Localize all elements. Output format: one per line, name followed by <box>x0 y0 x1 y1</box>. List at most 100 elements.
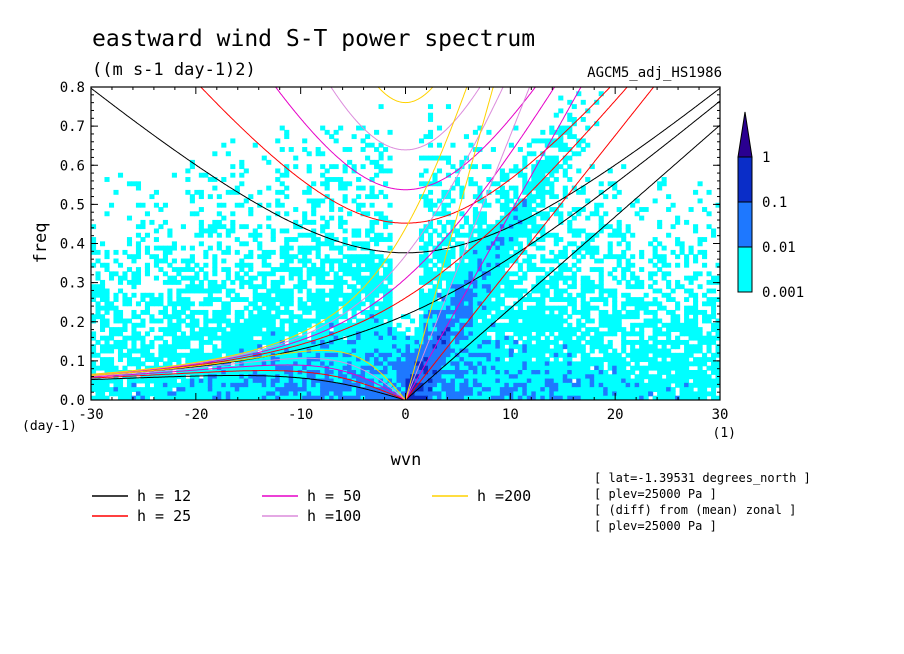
heatmap-cell <box>423 297 429 302</box>
heatmap-cell <box>104 335 110 341</box>
heatmap-cell <box>234 237 240 242</box>
heatmap-cell <box>598 344 604 350</box>
heatmap-cell <box>360 387 366 393</box>
heatmap-cell <box>486 365 492 371</box>
heatmap-cell <box>324 177 330 182</box>
heatmap-cell <box>302 219 308 225</box>
heatmap-cell <box>378 391 384 397</box>
heatmap-cell <box>225 382 231 388</box>
heatmap-cell <box>351 395 357 400</box>
heatmap-cell <box>365 284 371 290</box>
colorbar-extend-arrow <box>737 111 753 158</box>
heatmap-cell <box>481 395 487 400</box>
heatmap-cell <box>293 254 299 260</box>
heatmap-cell <box>288 271 294 277</box>
heatmap-cell <box>418 378 425 384</box>
heatmap-cell <box>324 322 330 328</box>
heatmap-cell <box>441 331 447 337</box>
heatmap-cell <box>441 275 447 281</box>
heatmap-cell <box>675 382 681 388</box>
heatmap-cell <box>369 369 375 375</box>
heatmap-cell <box>486 322 492 328</box>
heatmap-cell <box>486 361 492 367</box>
heatmap-cell <box>95 309 101 315</box>
heatmap-cell <box>405 382 411 388</box>
heatmap-cell <box>670 314 676 320</box>
heatmap-cell <box>279 288 285 294</box>
heatmap-cell <box>387 155 393 161</box>
heatmap-cell <box>387 361 393 367</box>
heatmap-cell <box>621 164 627 170</box>
heatmap-cell <box>288 331 294 337</box>
heatmap-cell <box>171 275 177 281</box>
heatmap-cell <box>311 228 317 234</box>
heatmap-cell <box>549 309 555 315</box>
heatmap-cell <box>571 215 577 221</box>
heatmap-cell <box>472 258 478 264</box>
heatmap-cell <box>661 361 667 367</box>
heatmap-cell <box>203 271 209 277</box>
heatmap-cell <box>540 232 546 238</box>
heatmap-cell <box>338 387 344 393</box>
heatmap-cell <box>365 288 371 294</box>
heatmap-cell <box>401 357 407 363</box>
heatmap-cell <box>311 395 317 400</box>
heatmap-cell <box>158 258 164 264</box>
heatmap-cell <box>203 309 209 315</box>
heatmap-cell <box>508 245 514 251</box>
heatmap-cell <box>270 374 276 380</box>
heatmap-cell <box>360 331 366 337</box>
heatmap-cell <box>158 352 164 358</box>
heatmap-cell <box>436 249 443 255</box>
heatmap-cell <box>329 241 335 247</box>
heatmap-cell <box>472 245 478 251</box>
heatmap-cell <box>162 327 168 332</box>
heatmap-cell <box>194 309 200 315</box>
heatmap-cell <box>639 297 645 302</box>
heatmap-cell <box>320 262 326 268</box>
heatmap-cell <box>153 202 159 208</box>
heatmap-cell <box>603 369 609 375</box>
heatmap-cell <box>513 254 519 260</box>
heatmap-cell <box>441 309 447 315</box>
heatmap-cell <box>616 382 622 388</box>
heatmap-cell <box>589 382 595 388</box>
heatmap-cell <box>207 318 213 324</box>
heatmap-cell <box>171 391 177 397</box>
heatmap-cell <box>450 314 456 320</box>
x-tick-label: 0 <box>401 407 409 423</box>
heatmap-cell <box>293 322 299 328</box>
heatmap-cell <box>711 339 717 345</box>
heatmap-cell <box>409 348 416 354</box>
heatmap-cell <box>365 134 371 140</box>
heatmap-cell <box>176 391 182 397</box>
heatmap-cell <box>311 202 317 208</box>
heatmap-cell <box>634 314 640 320</box>
heatmap-cell <box>625 241 631 247</box>
heatmap-cell <box>243 322 249 328</box>
heatmap-cell <box>91 288 97 294</box>
heatmap-cell <box>270 301 276 307</box>
heatmap-cell <box>589 357 595 363</box>
heatmap-cell <box>445 301 452 307</box>
heatmap-cell <box>315 151 321 157</box>
heatmap-cell <box>684 391 690 397</box>
heatmap-cell <box>383 322 389 328</box>
heatmap-cell <box>630 327 636 332</box>
heatmap-cell <box>91 335 97 341</box>
heatmap-cell <box>661 258 667 264</box>
heatmap-cell <box>454 318 461 324</box>
heatmap-cell <box>311 335 317 341</box>
heatmap-cell <box>423 339 429 345</box>
heatmap-cell <box>702 318 708 324</box>
heatmap-cell <box>661 339 667 345</box>
heatmap-cell <box>266 262 272 268</box>
heatmap-cell <box>490 322 496 328</box>
heatmap-cell <box>549 138 555 144</box>
heatmap-cell <box>257 391 263 397</box>
heatmap-cell <box>418 297 425 302</box>
heatmap-cell <box>634 348 640 354</box>
heatmap-cell <box>580 361 586 367</box>
heatmap-cell <box>499 301 505 307</box>
heatmap-cell <box>342 228 348 234</box>
